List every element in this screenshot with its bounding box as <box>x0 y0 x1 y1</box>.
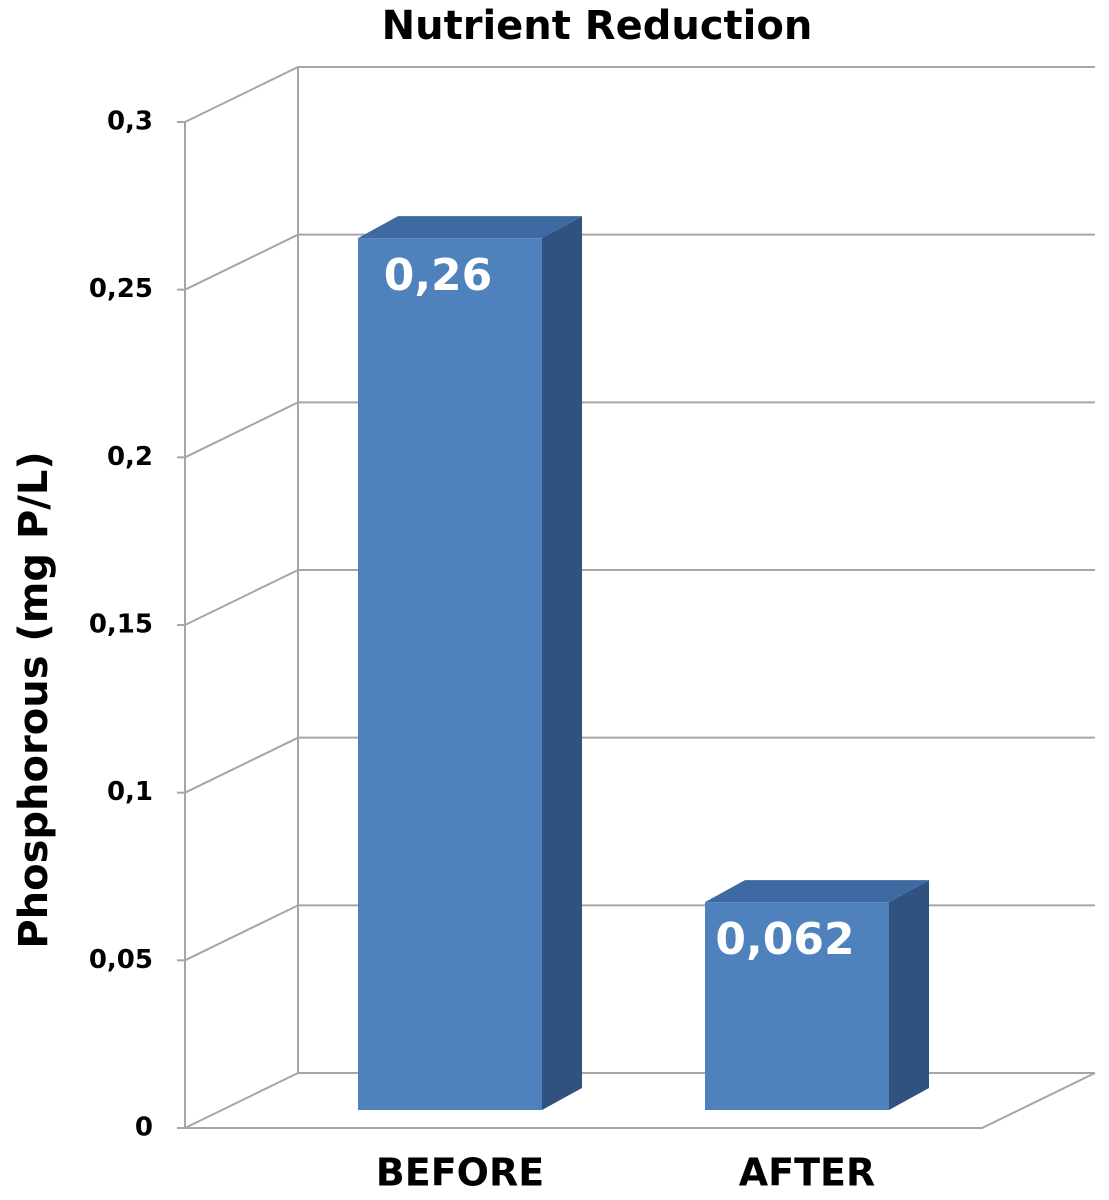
grid-line <box>184 569 1095 626</box>
x-tick-label: BEFORE <box>376 1151 544 1195</box>
y-tick-label: 0,2 <box>107 442 153 472</box>
bar-front <box>705 902 889 1110</box>
bar-side <box>889 880 929 1110</box>
bar-front <box>358 238 542 1111</box>
grid-line <box>184 904 1095 962</box>
grid-line <box>184 233 1095 291</box>
bar-top <box>705 880 929 903</box>
grid-line <box>184 736 1095 794</box>
y-tick-label: 0 <box>135 1113 153 1143</box>
value-label: 0,26 <box>384 250 493 301</box>
floor <box>185 1072 1096 1129</box>
y-axis-label: Phosphorous (mg P/L) <box>11 451 57 948</box>
y-tick-label: 0,1 <box>107 777 153 807</box>
y-tick-label: 0,25 <box>89 274 153 304</box>
grid-line <box>184 1072 1095 1129</box>
bar-side <box>542 216 582 1111</box>
bar-top <box>358 216 582 239</box>
x-tick-label: AFTER <box>739 1151 876 1195</box>
value-label: 0,062 <box>715 914 854 965</box>
bar <box>705 880 929 1110</box>
bar <box>358 216 582 1111</box>
y-tick-label: 0,15 <box>89 610 153 640</box>
chart-title: Nutrient Reduction <box>382 3 813 49</box>
y-tick-label: 0,05 <box>89 945 153 975</box>
y-tick-label: 0,3 <box>107 107 153 137</box>
grid-line <box>184 401 1095 459</box>
grid-line <box>184 66 1095 123</box>
